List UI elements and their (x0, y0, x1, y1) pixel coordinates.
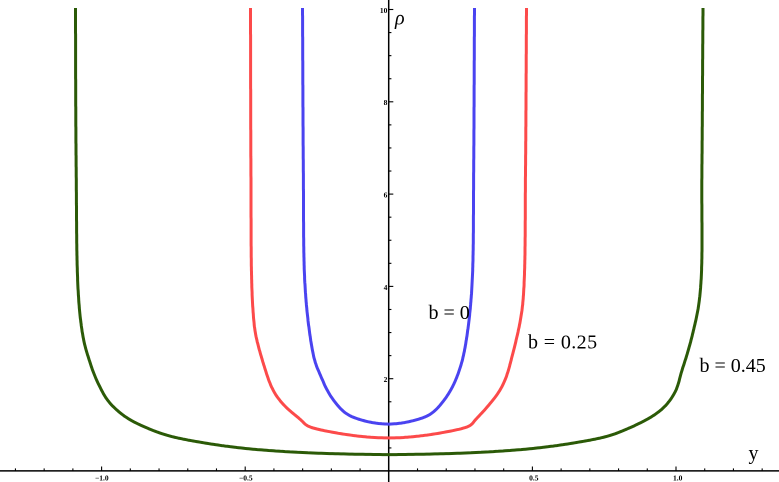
svg-text:2: 2 (384, 375, 388, 384)
svg-text:−1.0: −1.0 (95, 473, 109, 482)
svg-text:1.0: 1.0 (673, 473, 683, 482)
svg-text:8: 8 (384, 98, 388, 107)
svg-text:0.5: 0.5 (529, 473, 539, 482)
svg-text:4: 4 (384, 283, 388, 292)
svg-text:10: 10 (380, 6, 388, 15)
svg-text:b = 0: b = 0 (429, 302, 470, 324)
svg-text:6: 6 (384, 191, 388, 200)
svg-text:b = 0.45: b = 0.45 (700, 355, 766, 377)
svg-text:b = 0.25: b = 0.25 (528, 332, 597, 354)
svg-text:ρ: ρ (394, 8, 405, 30)
svg-text:y: y (749, 442, 759, 464)
svg-text:−0.5: −0.5 (239, 473, 253, 482)
